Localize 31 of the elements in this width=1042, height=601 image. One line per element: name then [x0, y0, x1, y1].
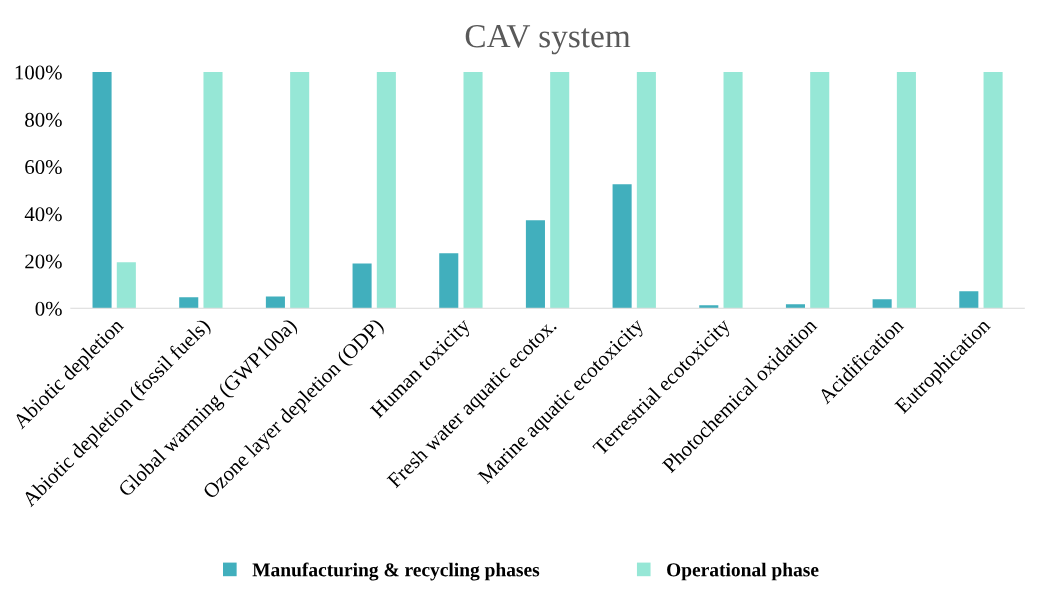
bar	[550, 72, 570, 309]
bar	[636, 72, 656, 309]
bar	[896, 72, 916, 309]
bar	[723, 72, 743, 309]
bar	[116, 262, 136, 309]
bar	[439, 253, 459, 309]
y-tick-label: 100%	[15, 65, 62, 80]
bar	[376, 72, 396, 309]
y-tick-label: 20%	[25, 254, 62, 269]
y-tick-label: 80%	[25, 112, 62, 127]
bar	[290, 72, 310, 309]
bar	[872, 299, 892, 309]
y-tick-label: 60%	[25, 159, 62, 175]
legend-label: Manufacturing & recycling phases	[252, 562, 540, 581]
bar	[352, 263, 372, 309]
bar	[92, 72, 112, 309]
y-tick-label: 40%	[24, 207, 62, 222]
bar	[179, 297, 199, 309]
bar	[463, 72, 483, 309]
bar	[265, 296, 285, 309]
chart-title: CAV system	[465, 25, 631, 55]
bar	[959, 291, 979, 309]
bar	[810, 72, 830, 309]
legend-label: Operational phase	[667, 562, 819, 581]
bar	[785, 304, 805, 309]
bar	[699, 305, 719, 309]
bar	[525, 220, 545, 309]
bar	[983, 72, 1003, 309]
y-tick-label: 0%	[35, 301, 62, 316]
bar	[612, 184, 632, 309]
bar	[203, 72, 223, 309]
